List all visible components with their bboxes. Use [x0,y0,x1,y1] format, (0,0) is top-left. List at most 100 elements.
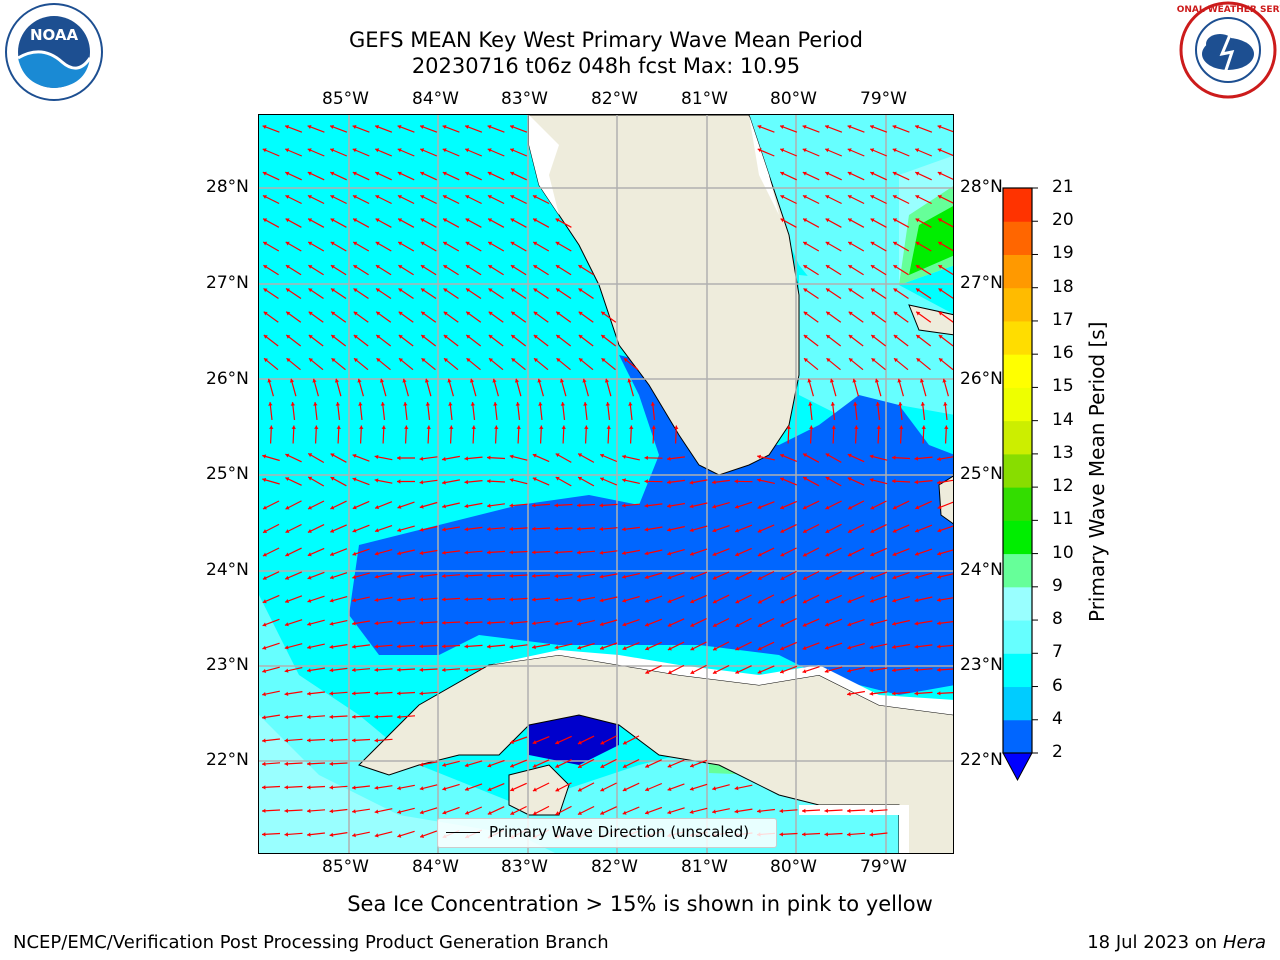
wave-arrow-head [374,644,379,649]
wave-arrow-head [330,453,335,458]
wave-arrow-head [735,552,740,557]
wave-arrow-head [284,832,289,837]
wave-arrow-head [713,623,717,627]
wave-arrow-head [533,218,538,223]
wave-arrow-head [487,171,492,176]
wave-arrow-head [420,195,425,199]
wave-arrow-head [577,550,581,555]
wave-arrow-head [847,148,852,153]
wave-arrow-head [352,454,357,458]
wave-arrow-head [284,738,289,743]
wave-arrow-head [893,288,898,293]
colorbar-tick-label: 4 [1052,708,1063,729]
wave-arrow-head [381,425,386,429]
wave-arrow-head [645,670,650,674]
wave-arrow-head [353,288,358,293]
wave-arrow-head [599,574,604,579]
lon-label: 83°W [501,857,548,877]
wave-arrow-head [847,171,852,176]
wave-arrow-head [307,171,312,176]
wave-arrow-head [892,668,896,673]
wave-arrow-head [489,358,493,363]
wave-arrow-head [419,691,423,696]
wave-arrow-head [285,477,290,481]
wave-arrow-head [443,265,448,269]
wave-arrow-head [644,551,649,556]
wave-arrow-head [509,550,513,555]
wave-arrow-head [352,691,356,696]
wave-arrow-head [847,645,852,650]
wave-arrow-head [464,550,469,555]
colorbar-tick-label: 21 [1052,177,1074,197]
wave-arrow-head [443,288,448,293]
wave-arrow-head [358,402,363,406]
wave-arrow-head [601,311,606,316]
wave-arrow-head [487,455,491,460]
wave-arrow-head [892,598,897,603]
wave-arrow-head [465,125,469,129]
wave-arrow-head [487,195,492,199]
wave-arrow-head [600,764,605,768]
wave-arrow-head [870,529,875,533]
wave-arrow-head [397,644,401,649]
wave-arrow-head [426,425,431,429]
wave-arrow-head [848,311,853,316]
wave-arrow-head [645,787,650,792]
wave-arrow-head [870,241,875,246]
wave-arrow-head [442,597,446,602]
wave-arrow-head [284,645,289,650]
wave-arrow-head [555,811,560,815]
wave-arrow-head [780,453,785,458]
wave-arrow-head [847,599,852,603]
wave-arrow-head [307,529,312,533]
wave-arrow-head [712,552,717,556]
colorbar-tick-label: 6 [1052,675,1063,696]
wave-arrow-head [307,668,311,673]
wave-arrow-head [803,453,808,458]
wave-arrow-head [375,171,380,176]
wave-arrow-head [465,218,470,223]
wave-arrow-head [262,668,267,673]
wave-arrow-head [262,552,267,557]
wave-arrow-head [848,335,853,339]
lat-label: 26°N [206,369,249,389]
wave-arrow-head [487,787,492,792]
wave-arrow-head [825,645,829,650]
wave-arrow-head [803,552,807,557]
wave-arrow-head [848,218,853,223]
wave-arrow-head [488,335,493,339]
wave-arrow-head [938,311,943,316]
wave-arrow-head [645,763,650,768]
lat-label: 22°N [960,750,1003,770]
wave-arrow-head [374,454,379,460]
wave-arrow-head [352,477,357,482]
wave-arrow-head [487,148,492,153]
wave-arrow-head [554,597,559,602]
wave-direction-arrows [261,125,953,839]
wave-arrow-head [509,526,513,531]
wave-arrow-head [442,527,446,532]
wave-arrow-head [263,335,268,339]
wave-arrow-head [330,476,335,481]
wave-arrow-head [442,573,446,579]
wave-arrow-head [511,288,515,293]
wave-arrow-head [284,808,288,813]
wave-arrow-head [352,809,356,814]
wave-arrow-head [735,670,740,674]
wave-arrow-head [847,453,852,458]
wave-arrow-head [622,787,627,792]
colorbar-tick-label: 2 [1052,742,1063,762]
wave-arrow-head [329,714,333,719]
wave-arrow-head [420,125,424,129]
colorbar-tick-label: 20 [1052,210,1074,231]
wave-arrow-head [734,479,738,484]
wave-arrow-head [870,148,875,153]
wave-arrow-head [464,667,469,673]
wave-arrow-head [313,402,318,406]
wave-arrow-head [262,125,267,129]
wave-arrow-head [466,335,471,339]
wave-arrow-head [780,171,785,176]
lat-label: 26°N [960,369,1003,389]
colorbar-block [1003,354,1032,388]
nws-logo: NATIONAL WEATHER SERVICE [1176,1,1280,99]
